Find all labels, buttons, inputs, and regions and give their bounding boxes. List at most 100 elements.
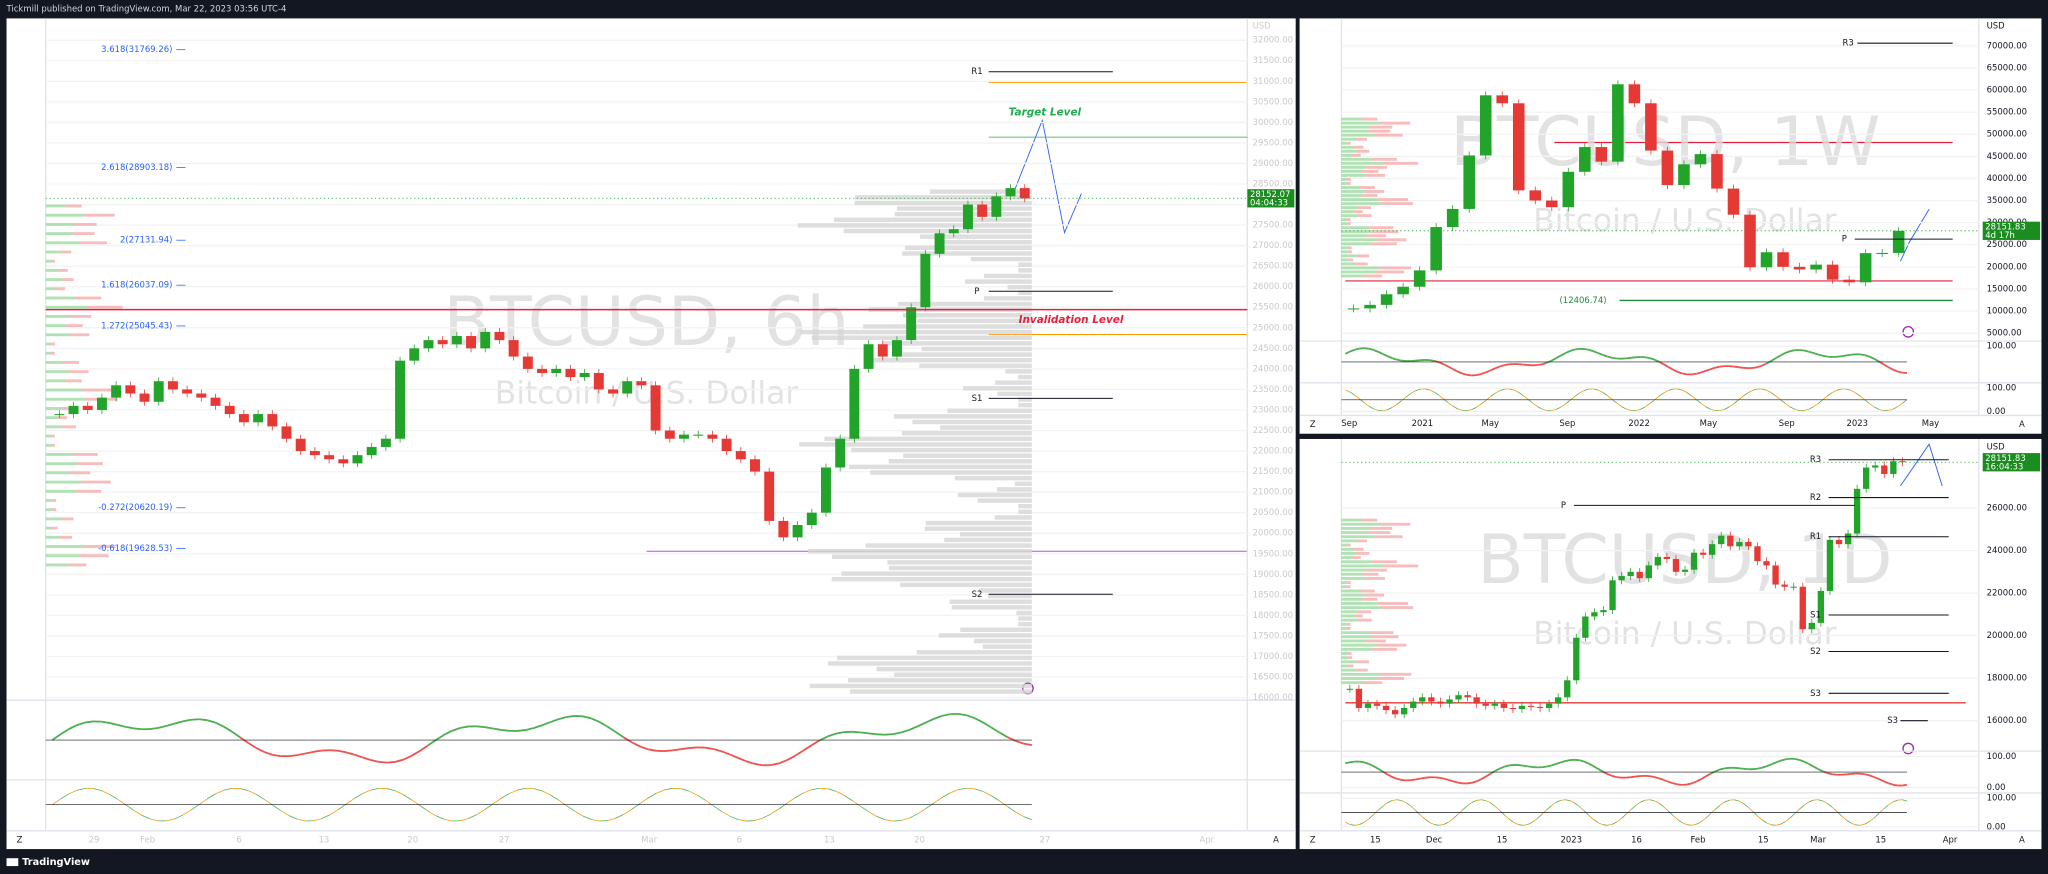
candle	[551, 368, 562, 373]
oscillator-segment	[460, 725, 469, 729]
candle	[267, 414, 278, 427]
oscillator-segment	[1597, 389, 1603, 393]
x-tick-label: 2023	[1847, 418, 1869, 428]
oscillator-segment	[1475, 778, 1482, 783]
oscillator-segment	[909, 725, 918, 731]
candle	[1473, 697, 1480, 704]
oscillator-segment	[1537, 363, 1543, 367]
oscillator-segment	[1831, 773, 1837, 776]
oscillator-segment	[1569, 800, 1575, 804]
volume-profile-bar	[1341, 161, 1384, 165]
candle	[1491, 703, 1498, 706]
oscillator-segment	[607, 817, 616, 822]
candle	[962, 204, 973, 230]
candle	[1347, 308, 1360, 310]
volume-profile-bar	[45, 250, 60, 254]
oscillator-segment	[1785, 403, 1791, 408]
oscillator-segment	[664, 787, 673, 791]
oscillator-segment	[1574, 347, 1580, 351]
oscillator-segment	[1700, 775, 1707, 780]
oscillator-segment	[1448, 779, 1454, 783]
volume-profile-bar	[1366, 165, 1387, 169]
oscillator-segment	[852, 800, 861, 807]
volume-profile-bar	[1355, 137, 1367, 141]
oscillator-segment	[1345, 821, 1351, 825]
oscillator-segment	[786, 754, 796, 762]
oscillator-segment	[1368, 405, 1374, 410]
oscillator-segment	[680, 747, 690, 751]
volume-profile-bar	[1341, 639, 1366, 643]
session-profile-bar	[893, 414, 1032, 419]
volume-profile-bar	[45, 499, 52, 502]
volume-profile-bar	[1341, 214, 1358, 218]
oscillator-segment	[1345, 761, 1351, 765]
volume-profile-bar	[1341, 585, 1347, 589]
oscillator-segment	[1738, 395, 1744, 401]
oscillator-segment	[827, 732, 837, 738]
oscillator-segment	[1555, 406, 1561, 410]
oscillator-segment	[1466, 802, 1472, 807]
oscillator-segment	[762, 813, 771, 819]
volume-profile-bar	[45, 407, 62, 410]
x-tick-label: Apr	[1200, 834, 1215, 844]
oscillator-segment	[296, 752, 306, 757]
oscillator-segment	[1635, 409, 1641, 412]
oscillator-segment	[541, 790, 551, 796]
oscillator-segment	[1579, 759, 1585, 763]
candle	[1609, 580, 1616, 611]
oscillator-segment	[215, 789, 224, 795]
oscillator-segment	[1869, 355, 1875, 360]
candle	[1618, 576, 1625, 581]
volume-profile-bar	[60, 517, 74, 521]
oscillator-segment	[860, 731, 869, 735]
volume-profile-bar	[50, 443, 55, 447]
candle	[1364, 304, 1376, 309]
candle	[1582, 616, 1589, 638]
x-tick-label: 2022	[1628, 418, 1650, 428]
oscillator-segment	[1812, 765, 1819, 770]
oscillator-segment	[484, 726, 494, 730]
volume-profile-bar	[1341, 121, 1379, 125]
oscillator-segment	[264, 799, 273, 806]
oscillator-segment	[1550, 357, 1557, 362]
volume-profile-bar	[1341, 234, 1366, 238]
oscillator-segment	[1747, 390, 1753, 394]
oscillator-segment	[1667, 810, 1674, 816]
candle	[1482, 703, 1489, 706]
volume-profile-bar	[45, 443, 51, 447]
oscillator-segment	[264, 751, 273, 756]
volume-profile-bar	[1346, 581, 1351, 585]
candle	[139, 393, 150, 402]
volume-profile-bar	[1341, 627, 1347, 630]
volume-profile-bar	[1341, 173, 1366, 177]
oscillator-segment	[76, 788, 85, 791]
oscillator-segment	[280, 810, 290, 816]
oscillator-segment	[1611, 356, 1617, 360]
oscillator-segment	[1873, 406, 1880, 410]
oscillator-segment	[1766, 822, 1772, 826]
oscillator-segment	[1775, 354, 1782, 359]
oscillator-segment	[1864, 399, 1870, 404]
candle	[679, 434, 689, 439]
candle	[1817, 590, 1825, 623]
oscillator-segment	[1513, 389, 1519, 393]
oscillator-segment	[1523, 764, 1528, 768]
candle	[1410, 701, 1417, 708]
oscillator-segment	[1396, 777, 1402, 781]
candle	[352, 455, 363, 464]
y-tick-label: 40000.00	[1987, 173, 2027, 183]
session-profile-bar	[828, 661, 1032, 666]
volume-profile-bar	[87, 305, 123, 309]
oscillator-segment	[117, 798, 126, 806]
oscillator-segment	[1504, 363, 1510, 367]
volume-profile-bar	[1341, 238, 1377, 242]
y-tick-label: 24000.00	[1987, 545, 2027, 555]
oscillator-segment	[566, 805, 575, 812]
candle	[1512, 103, 1525, 191]
oscillator-segment	[1873, 776, 1880, 780]
session-profile-bar	[1005, 369, 1032, 374]
volume-profile-bar	[1347, 656, 1352, 660]
session-profile-bar	[964, 279, 1032, 284]
oscillator-segment	[329, 749, 339, 752]
x-tick-label: Mar	[641, 834, 657, 844]
